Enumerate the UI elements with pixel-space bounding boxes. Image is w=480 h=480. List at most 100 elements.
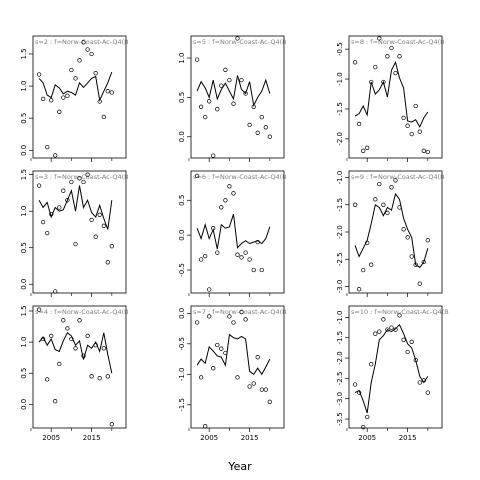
- data-point: [65, 326, 70, 331]
- data-point: [65, 93, 70, 98]
- data-point: [198, 375, 204, 380]
- y-tick-label: 1.0: [20, 337, 28, 348]
- panel: s=7 : f=Norw-Coast-Ac-Q4(B-1.5-1.0-0.50.…: [178, 305, 287, 442]
- data-point: [207, 314, 212, 319]
- data-point: [85, 333, 90, 339]
- y-tick-label: -1.0: [178, 367, 186, 381]
- data-point: [97, 212, 102, 217]
- data-point: [231, 320, 236, 325]
- y-tick-label: -2.0: [336, 351, 344, 365]
- data-point: [413, 357, 418, 363]
- data-point: [40, 336, 46, 342]
- data-point: [93, 71, 98, 76]
- data-point: [373, 197, 378, 202]
- data-point: [409, 131, 414, 137]
- data-point: [381, 202, 386, 207]
- data-point: [101, 346, 106, 351]
- data-point: [57, 205, 62, 210]
- data-point: [405, 235, 410, 240]
- y-tick-label: 1.5: [20, 48, 28, 59]
- data-point: [259, 114, 264, 120]
- y-tick-label: 0.0: [20, 145, 28, 156]
- panel: s=9 : f=Norw-Coast-Ac-Q4(B -3.0 -2.5 -2.0 -1…: [336, 170, 445, 297]
- data-point: [251, 381, 256, 386]
- data-point: [361, 425, 366, 430]
- data-point: [267, 134, 272, 139]
- data-point: [425, 238, 430, 243]
- data-point: [397, 313, 402, 318]
- data-point: [53, 153, 58, 158]
- x-tick-label: 2015: [83, 434, 101, 442]
- data-point: [247, 257, 252, 262]
- fit-line: [38, 332, 113, 374]
- data-point: [401, 337, 406, 342]
- data-point: [385, 54, 390, 59]
- data-point: [198, 104, 204, 109]
- data-point: [235, 36, 240, 41]
- data-point: [227, 184, 232, 189]
- x-tick-label: 2015: [399, 434, 417, 442]
- x-tick-label: 2005: [200, 434, 218, 442]
- data-point: [263, 387, 268, 392]
- data-point: [73, 241, 78, 247]
- data-point: [235, 375, 240, 380]
- data-point: [215, 250, 220, 255]
- panel-grid: s=2 : f=Norw-Coast-Ac-Q4(B0.00.51.01.5s=…: [20, 35, 449, 442]
- y-tick-label: 0.5: [20, 242, 28, 253]
- data-point: [85, 172, 90, 177]
- panel: s=10 : f=Norw-Coast-Ac-Q4(B -3.5 -3.0 -2.5 -…: [336, 305, 449, 442]
- panel-frame: [348, 305, 443, 429]
- x-axis-title: Year: [227, 460, 252, 473]
- data-point: [223, 198, 228, 203]
- panel-frame: [190, 305, 285, 429]
- data-point: [77, 58, 82, 63]
- data-point: [373, 64, 378, 70]
- data-point: [89, 217, 94, 223]
- y-tick-label: -2.0: [336, 225, 344, 239]
- strip-label: s=8 : f=Norw-Coast-Ac-Q4(B: [351, 38, 445, 46]
- data-point: [421, 148, 426, 153]
- panel-frame: [190, 170, 285, 294]
- y-tick-label: -1.0: [336, 171, 344, 185]
- panel: s=2 : f=Norw-Coast-Ac-Q4(B0.00.51.01.5: [20, 35, 129, 162]
- data-point: [105, 89, 110, 94]
- data-point: [223, 67, 228, 72]
- data-point: [85, 47, 90, 52]
- y-tick-label: -1.5: [336, 198, 344, 212]
- data-point: [393, 327, 398, 332]
- data-point: [356, 121, 362, 127]
- strip-label: s=5 : f=Norw-Coast-Ac-Q4(B: [193, 38, 287, 46]
- strip-label: s=3 : f=Norw-Coast-Ac-Q4(B: [35, 173, 129, 181]
- data-point: [373, 331, 378, 336]
- data-point: [40, 96, 46, 102]
- y-tick-label: 0.0: [178, 131, 186, 142]
- y-tick-label: 1.0: [20, 81, 28, 92]
- fit-line: [38, 71, 113, 102]
- data-point: [203, 424, 208, 429]
- data-point: [417, 380, 422, 385]
- data-point: [194, 57, 200, 62]
- data-point: [97, 99, 102, 104]
- y-tick-label: -0.5: [336, 42, 344, 56]
- y-tick-label: -1.5: [336, 331, 344, 345]
- panel: s=3 : f=Norw-Coast-Ac-Q4(B 0.0 0.5 1.0 1.5: [20, 169, 129, 297]
- data-point: [421, 259, 426, 265]
- data-point: [365, 240, 370, 246]
- data-point: [425, 390, 430, 395]
- data-point: [69, 179, 74, 185]
- y-tick-label: -0.5: [178, 337, 186, 351]
- panel-frame: [190, 35, 285, 159]
- data-point: [97, 376, 102, 381]
- data-point: [194, 173, 200, 179]
- data-point: [235, 252, 240, 257]
- data-point: [61, 95, 66, 100]
- data-point: [219, 83, 224, 88]
- data-point: [259, 387, 264, 392]
- data-point: [194, 320, 200, 325]
- data-point: [223, 350, 228, 356]
- y-tick-label: 0.0: [20, 279, 28, 290]
- data-point: [369, 362, 374, 367]
- data-point: [393, 70, 398, 76]
- data-point: [211, 226, 216, 231]
- strip-label: s=10 : f=Norw-Coast-Ac-Q4(B: [351, 308, 449, 316]
